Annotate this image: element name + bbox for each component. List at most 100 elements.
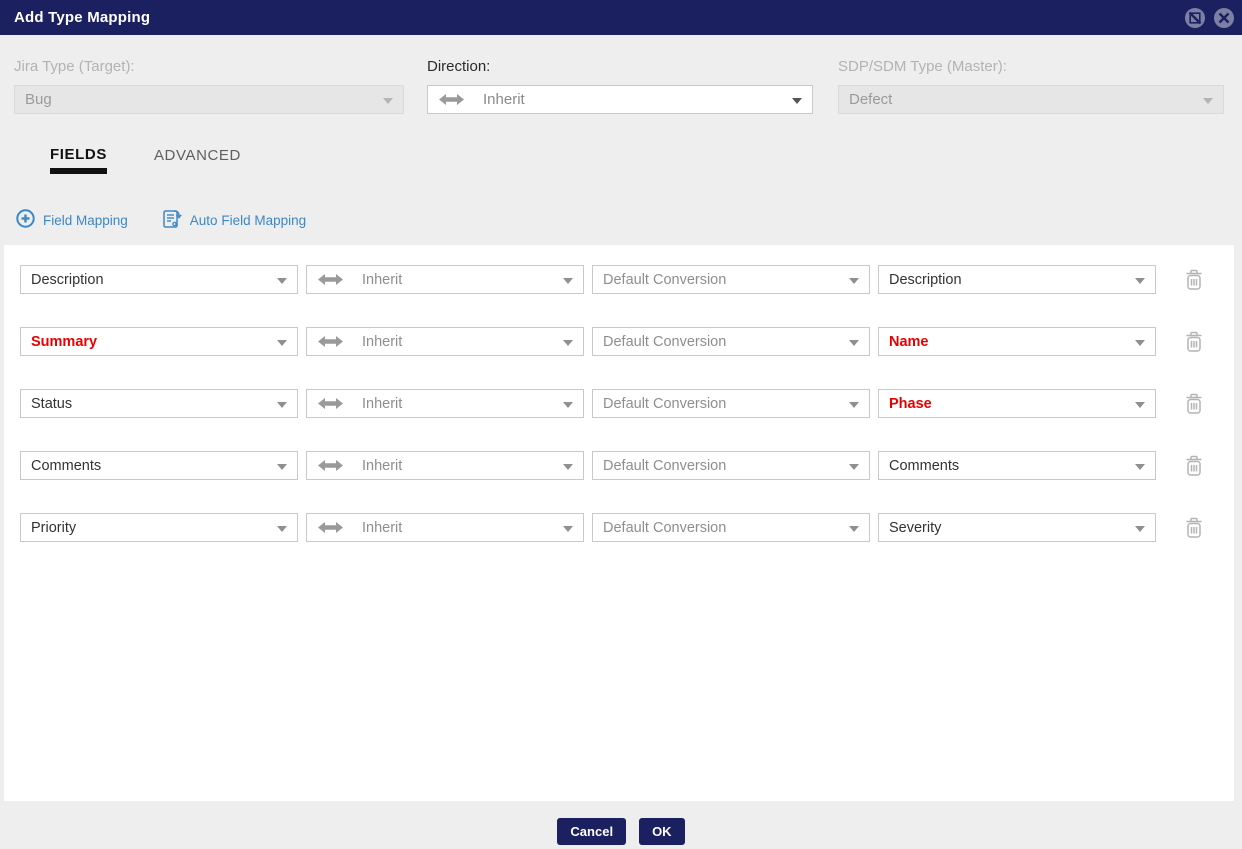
target-field-select[interactable]: Name <box>878 327 1156 356</box>
ok-button[interactable]: OK <box>639 818 685 845</box>
direction-select[interactable]: Inherit <box>306 513 584 542</box>
target-field-value: Name <box>889 333 929 350</box>
direction-value: Inherit <box>362 395 403 412</box>
close-icon[interactable] <box>1213 7 1235 29</box>
target-field-select[interactable]: Description <box>878 265 1156 294</box>
conversion-value: Default Conversion <box>603 519 727 536</box>
target-field-select[interactable]: Comments <box>878 451 1156 480</box>
auto-field-mapping-link[interactable]: Auto Field Mapping <box>162 208 306 232</box>
chevron-down-icon <box>277 340 287 346</box>
chevron-down-icon <box>849 278 859 284</box>
chevron-down-icon <box>792 98 802 104</box>
source-field-select[interactable]: Priority <box>20 513 298 542</box>
plus-circle-icon <box>16 209 35 231</box>
sdp-type-field: SDP/SDM Type (Master): Defect <box>838 58 1224 114</box>
field-mapping-row: Description Inherit Default Conversion D… <box>4 265 1234 294</box>
dialog-titlebar: Add Type Mapping <box>0 0 1242 35</box>
chevron-down-icon <box>1135 402 1145 408</box>
field-mapping-row: Summary Inherit Default Conversion Name <box>4 327 1234 356</box>
target-field-value: Phase <box>889 395 932 412</box>
cancel-button[interactable]: Cancel <box>557 818 627 845</box>
sdp-type-label: SDP/SDM Type (Master): <box>838 58 1007 75</box>
conversion-value: Default Conversion <box>603 333 727 350</box>
direction-label: Direction: <box>427 58 491 75</box>
direction-value: Inherit <box>483 91 525 108</box>
tab-advanced[interactable]: ADVANCED <box>153 147 241 164</box>
target-field-select[interactable]: Severity <box>878 513 1156 542</box>
bidirectional-arrow-icon <box>317 397 344 410</box>
conversion-select[interactable]: Default Conversion <box>592 327 870 356</box>
source-field-value: Comments <box>31 457 102 474</box>
field-mapping-row: Comments Inherit Default Conversion Comm… <box>4 451 1234 480</box>
bidirectional-arrow-icon <box>438 93 465 106</box>
chevron-down-icon <box>563 464 573 470</box>
auto-mapping-document-icon <box>162 208 182 232</box>
conversion-select[interactable]: Default Conversion <box>592 513 870 542</box>
chevron-down-icon <box>277 278 287 284</box>
chevron-down-icon <box>1203 98 1213 104</box>
auto-field-mapping-label: Auto Field Mapping <box>189 212 307 228</box>
add-field-mapping-label: Field Mapping <box>43 212 128 228</box>
direction-select[interactable]: Inherit <box>306 265 584 294</box>
conversion-select[interactable]: Default Conversion <box>592 389 870 418</box>
source-field-value: Status <box>31 395 73 412</box>
source-field-value: Priority <box>31 519 77 536</box>
field-mapping-row: Priority Inherit Default Conversion Seve… <box>4 513 1234 542</box>
chevron-down-icon <box>1135 340 1145 346</box>
sdp-type-value: Defect <box>849 91 893 108</box>
chevron-down-icon <box>277 464 287 470</box>
chevron-down-icon <box>849 340 859 346</box>
tab-bar: FIELDS ADVANCED <box>50 146 241 174</box>
chevron-down-icon <box>849 464 859 470</box>
chevron-down-icon <box>563 526 573 532</box>
chevron-down-icon <box>383 98 393 104</box>
direction-select[interactable]: Inherit <box>306 389 584 418</box>
direction-value: Inherit <box>362 457 403 474</box>
source-field-value: Description <box>31 271 104 288</box>
direction-select[interactable]: Inherit <box>306 327 584 356</box>
bidirectional-arrow-icon <box>317 521 344 534</box>
dialog-title: Add Type Mapping <box>14 9 151 26</box>
direction-field: Direction: Inherit <box>427 58 813 114</box>
conversion-select[interactable]: Default Conversion <box>592 265 870 294</box>
source-field-select[interactable]: Description <box>20 265 298 294</box>
direction-value: Inherit <box>362 271 403 288</box>
chevron-down-icon <box>849 402 859 408</box>
chevron-down-icon <box>1135 464 1145 470</box>
chevron-down-icon <box>277 402 287 408</box>
conversion-select[interactable]: Default Conversion <box>592 451 870 480</box>
field-mapping-panel: Description Inherit Default Conversion D… <box>4 245 1234 801</box>
chevron-down-icon <box>849 526 859 532</box>
target-field-select[interactable]: Phase <box>878 389 1156 418</box>
delete-row-trash-icon[interactable] <box>1183 330 1205 354</box>
target-field-value: Severity <box>889 519 942 536</box>
dialog-footer: Cancel OK <box>0 801 1242 849</box>
conversion-value: Default Conversion <box>603 395 727 412</box>
source-field-select[interactable]: Comments <box>20 451 298 480</box>
jira-type-label: Jira Type (Target): <box>14 58 135 75</box>
chevron-down-icon <box>277 526 287 532</box>
source-field-select[interactable]: Status <box>20 389 298 418</box>
delete-row-trash-icon[interactable] <box>1183 516 1205 540</box>
field-mapping-row: Status Inherit Default Conversion Phase <box>4 389 1234 418</box>
block-icon[interactable] <box>1184 7 1206 29</box>
add-field-mapping-link[interactable]: Field Mapping <box>16 209 128 231</box>
bidirectional-arrow-icon <box>317 273 344 286</box>
direction-select[interactable]: Inherit <box>427 85 813 114</box>
direction-select[interactable]: Inherit <box>306 451 584 480</box>
delete-row-trash-icon[interactable] <box>1183 392 1205 416</box>
target-field-value: Description <box>889 271 962 288</box>
source-field-value: Summary <box>31 333 98 350</box>
field-actions: Field Mapping Auto Field Mapping <box>16 208 306 232</box>
source-field-select[interactable]: Summary <box>20 327 298 356</box>
jira-type-field: Jira Type (Target): Bug <box>14 58 404 114</box>
bidirectional-arrow-icon <box>317 335 344 348</box>
target-field-value: Comments <box>889 457 960 474</box>
direction-value: Inherit <box>362 333 403 350</box>
bidirectional-arrow-icon <box>317 459 344 472</box>
delete-row-trash-icon[interactable] <box>1183 268 1205 292</box>
chevron-down-icon <box>563 402 573 408</box>
conversion-value: Default Conversion <box>603 271 727 288</box>
delete-row-trash-icon[interactable] <box>1183 454 1205 478</box>
tab-fields[interactable]: FIELDS <box>50 146 107 174</box>
